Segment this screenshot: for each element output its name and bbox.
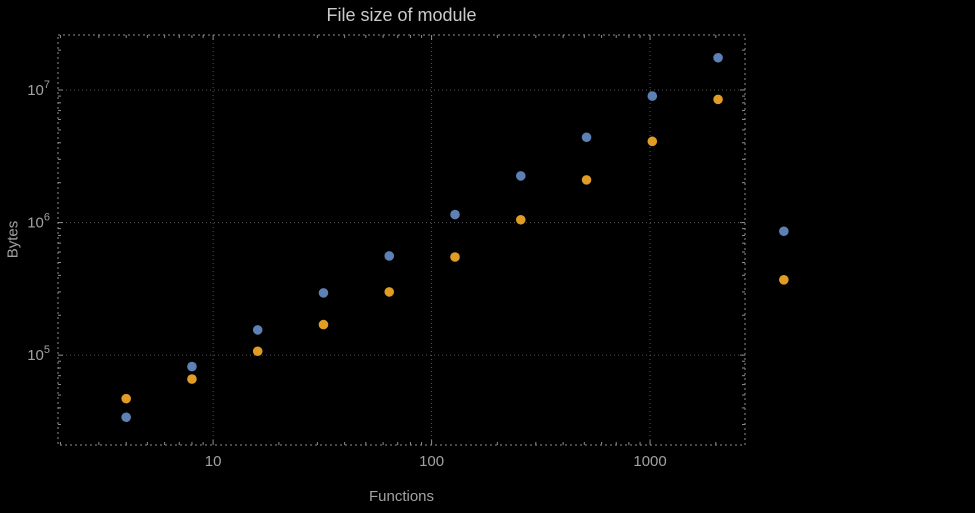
data-point-series-orange bbox=[252, 346, 263, 357]
data-point-series-orange bbox=[779, 275, 789, 285]
plot-frame bbox=[57, 34, 746, 446]
data-point-series-blue bbox=[318, 288, 329, 298]
data-point-series-blue bbox=[581, 132, 592, 143]
data-point-series-orange bbox=[318, 319, 329, 330]
x-axis-title: Functions bbox=[368, 488, 435, 505]
x-tick-label: 1000 bbox=[633, 453, 666, 470]
data-point-series-orange bbox=[647, 136, 658, 147]
chart-title: File size of module bbox=[326, 5, 477, 25]
data-point-series-blue bbox=[121, 412, 131, 423]
data-point-series-blue bbox=[515, 171, 526, 181]
data-point-series-orange bbox=[121, 393, 131, 404]
data-point-series-blue bbox=[713, 52, 723, 63]
data-point-series-blue bbox=[187, 361, 197, 372]
data-point-series-orange bbox=[713, 94, 723, 105]
data-point-series-orange bbox=[187, 374, 197, 384]
data-point-series-blue bbox=[779, 226, 789, 237]
data-point-series-blue bbox=[384, 251, 395, 261]
data-point-series-blue bbox=[252, 325, 263, 335]
data-point-series-orange bbox=[450, 252, 460, 262]
data-point-series-orange bbox=[581, 175, 592, 185]
y-tick-label: 105 bbox=[27, 344, 50, 364]
data-point-series-orange bbox=[384, 287, 395, 297]
data-point-series-blue bbox=[647, 91, 658, 101]
x-tick-label: 100 bbox=[419, 453, 444, 470]
data-point-series-orange bbox=[515, 214, 526, 225]
x-tick-label: 10 bbox=[205, 453, 222, 470]
y-tick-label: 107 bbox=[27, 79, 50, 99]
y-axis-title: Bytes bbox=[4, 220, 22, 259]
data-point-series-blue bbox=[450, 209, 460, 220]
y-tick-label: 106 bbox=[27, 212, 50, 232]
